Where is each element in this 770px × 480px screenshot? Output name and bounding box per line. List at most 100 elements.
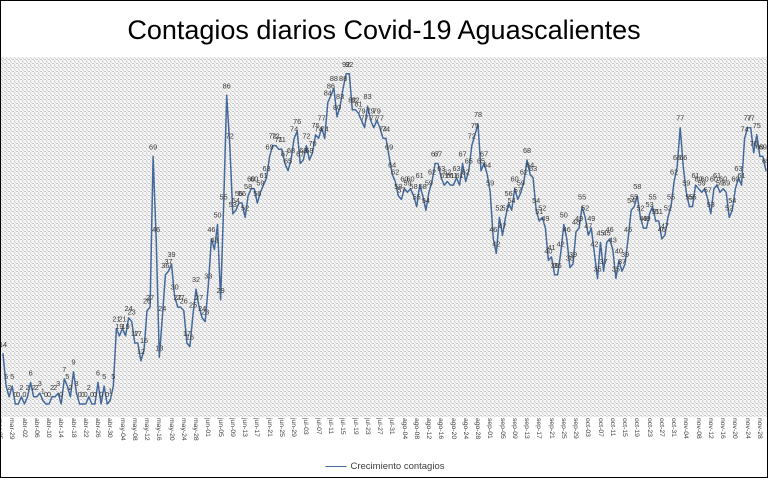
svg-text:75: 75 <box>753 121 761 130</box>
svg-text:3: 3 <box>74 379 78 388</box>
svg-text:55: 55 <box>667 193 675 202</box>
svg-text:61: 61 <box>416 171 424 180</box>
svg-text:68: 68 <box>523 146 531 155</box>
svg-text:42: 42 <box>492 239 500 248</box>
svg-text:69: 69 <box>385 142 393 151</box>
svg-text:49: 49 <box>541 214 549 223</box>
svg-text:16: 16 <box>186 333 194 342</box>
svg-text:68: 68 <box>287 146 295 155</box>
svg-text:3: 3 <box>56 379 60 388</box>
svg-text:55: 55 <box>688 193 696 202</box>
svg-text:23: 23 <box>128 308 136 317</box>
svg-text:50: 50 <box>560 211 568 220</box>
svg-text:5: 5 <box>4 372 8 381</box>
svg-text:59: 59 <box>722 178 730 187</box>
svg-text:77: 77 <box>318 114 326 123</box>
svg-text:27: 27 <box>146 293 154 302</box>
svg-text:46: 46 <box>563 225 571 234</box>
svg-text:67: 67 <box>480 150 488 159</box>
svg-text:69: 69 <box>266 142 274 151</box>
svg-text:14: 14 <box>0 340 7 349</box>
svg-text:65: 65 <box>465 157 473 166</box>
svg-text:32: 32 <box>192 275 200 284</box>
svg-text:15: 15 <box>140 336 148 345</box>
svg-text:86: 86 <box>223 81 231 90</box>
svg-text:30: 30 <box>171 282 179 291</box>
svg-text:75: 75 <box>471 121 479 130</box>
svg-text:65: 65 <box>284 157 292 166</box>
svg-text:2: 2 <box>68 383 72 392</box>
svg-text:49: 49 <box>642 214 650 223</box>
svg-text:70: 70 <box>308 139 316 148</box>
svg-text:9: 9 <box>71 358 75 367</box>
svg-text:59: 59 <box>517 178 525 187</box>
svg-text:36: 36 <box>554 261 562 270</box>
svg-text:88: 88 <box>339 74 347 83</box>
svg-text:6: 6 <box>29 369 33 378</box>
svg-text:92: 92 <box>345 60 353 69</box>
svg-text:52: 52 <box>664 203 672 212</box>
svg-text:2: 2 <box>25 383 29 392</box>
svg-text:24: 24 <box>158 304 166 313</box>
svg-text:13: 13 <box>155 343 163 352</box>
svg-text:5: 5 <box>102 372 106 381</box>
svg-text:55: 55 <box>649 193 657 202</box>
svg-text:55: 55 <box>630 193 638 202</box>
svg-text:46: 46 <box>489 225 497 234</box>
svg-text:62: 62 <box>670 168 678 177</box>
svg-text:41: 41 <box>547 243 555 252</box>
svg-text:59: 59 <box>425 178 433 187</box>
svg-text:69: 69 <box>149 142 157 151</box>
svg-text:52: 52 <box>581 203 589 212</box>
svg-text:72: 72 <box>226 132 234 141</box>
svg-text:54: 54 <box>422 196 430 205</box>
svg-text:63: 63 <box>262 164 270 173</box>
svg-text:57: 57 <box>704 185 712 194</box>
svg-text:5: 5 <box>111 372 115 381</box>
svg-text:39: 39 <box>569 250 577 259</box>
svg-text:39: 39 <box>621 250 629 259</box>
svg-text:54: 54 <box>508 196 516 205</box>
svg-text:64: 64 <box>483 160 491 169</box>
svg-text:37: 37 <box>600 257 608 266</box>
svg-text:56: 56 <box>253 189 261 198</box>
svg-text:52: 52 <box>241 203 249 212</box>
svg-text:29: 29 <box>217 286 225 295</box>
svg-text:46: 46 <box>606 225 614 234</box>
svg-text:1: 1 <box>108 386 112 395</box>
svg-text:62: 62 <box>462 168 470 177</box>
svg-text:83: 83 <box>364 92 372 101</box>
svg-text:71: 71 <box>278 135 286 144</box>
svg-text:74: 74 <box>741 124 749 133</box>
svg-text:33: 33 <box>204 272 212 281</box>
svg-text:52: 52 <box>636 203 644 212</box>
svg-text:61: 61 <box>737 171 745 180</box>
svg-text:76: 76 <box>293 117 301 126</box>
svg-text:43: 43 <box>609 236 617 245</box>
svg-text:54: 54 <box>728 196 736 205</box>
svg-text:0: 0 <box>59 390 63 399</box>
svg-text:52: 52 <box>538 203 546 212</box>
svg-text:49: 49 <box>575 214 583 223</box>
svg-text:0: 0 <box>93 390 97 399</box>
svg-text:74: 74 <box>321 124 329 133</box>
svg-text:39: 39 <box>167 250 175 259</box>
svg-text:47: 47 <box>661 221 669 230</box>
svg-text:58: 58 <box>633 182 641 191</box>
svg-text:53: 53 <box>707 200 715 209</box>
svg-text:47: 47 <box>498 221 506 230</box>
svg-text:2: 2 <box>7 383 11 392</box>
svg-text:5: 5 <box>10 372 14 381</box>
svg-text:74: 74 <box>382 124 390 133</box>
svg-text:77: 77 <box>676 114 684 123</box>
svg-text:26: 26 <box>180 297 188 306</box>
svg-text:49: 49 <box>587 214 595 223</box>
svg-text:46: 46 <box>152 225 160 234</box>
svg-text:46: 46 <box>624 225 632 234</box>
svg-text:19: 19 <box>122 322 130 331</box>
svg-text:51: 51 <box>655 207 663 216</box>
svg-text:23: 23 <box>201 308 209 317</box>
svg-text:50: 50 <box>213 211 221 220</box>
svg-text:59: 59 <box>486 178 494 187</box>
svg-text:62: 62 <box>391 168 399 177</box>
